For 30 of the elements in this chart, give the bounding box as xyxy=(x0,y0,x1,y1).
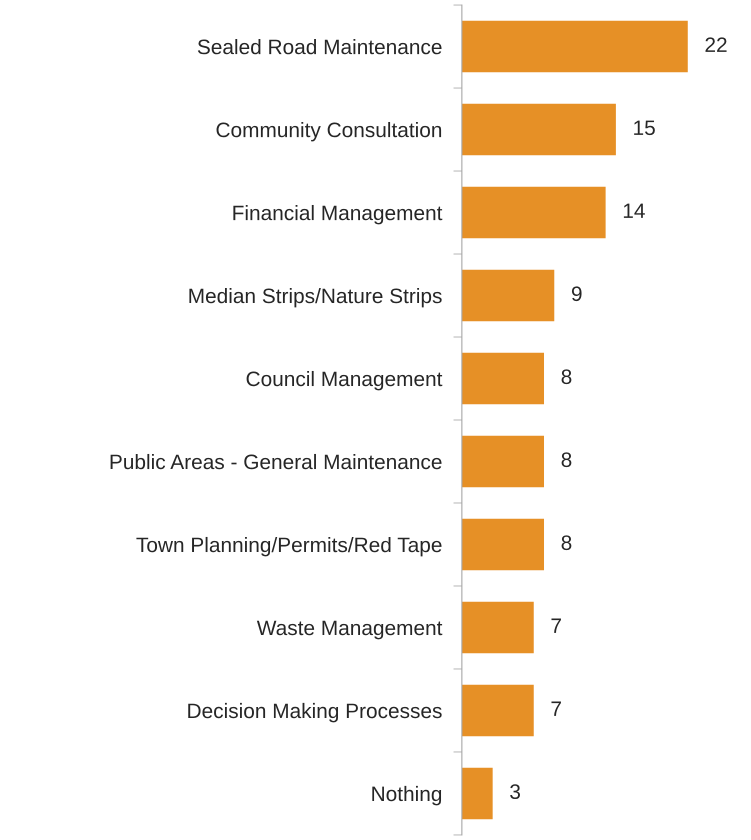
bar xyxy=(462,104,616,156)
data-label: 7 xyxy=(551,618,561,633)
y-tick-label: Public Areas - General Maintenance xyxy=(110,454,442,470)
data-label: 8 xyxy=(562,369,572,384)
bar xyxy=(462,270,554,322)
bar xyxy=(462,518,544,570)
data-label: 7 xyxy=(551,702,561,716)
y-tick-label: Community Consultation xyxy=(216,122,442,142)
y-tick-label: Town Planning/Permits/Red Tape xyxy=(136,536,442,556)
y-tick-label: Median Strips/Nature Strips xyxy=(189,288,442,308)
data-label: 22 xyxy=(705,37,727,52)
data-label: 8 xyxy=(562,535,572,550)
y-tick-label: Council Management xyxy=(246,370,442,390)
data-label: 14 xyxy=(624,204,645,218)
bar xyxy=(462,436,544,488)
data-label: 15 xyxy=(634,120,655,136)
bar xyxy=(462,20,688,72)
bar xyxy=(462,602,534,654)
y-tick-label: Nothing xyxy=(372,786,442,806)
data-label: 3 xyxy=(510,784,520,800)
data-label: 8 xyxy=(562,452,572,468)
y-tick-label: Financial Management xyxy=(233,204,442,224)
y-tick-label: Sealed Road Maintenance xyxy=(198,38,442,54)
data-label: 9 xyxy=(572,286,582,302)
bar xyxy=(462,684,534,736)
y-tick-label: Decision Making Processes xyxy=(188,702,442,722)
bar xyxy=(462,768,493,820)
bar xyxy=(462,352,544,404)
bar xyxy=(462,186,606,238)
y-tick-label: Waste Management xyxy=(256,620,442,640)
